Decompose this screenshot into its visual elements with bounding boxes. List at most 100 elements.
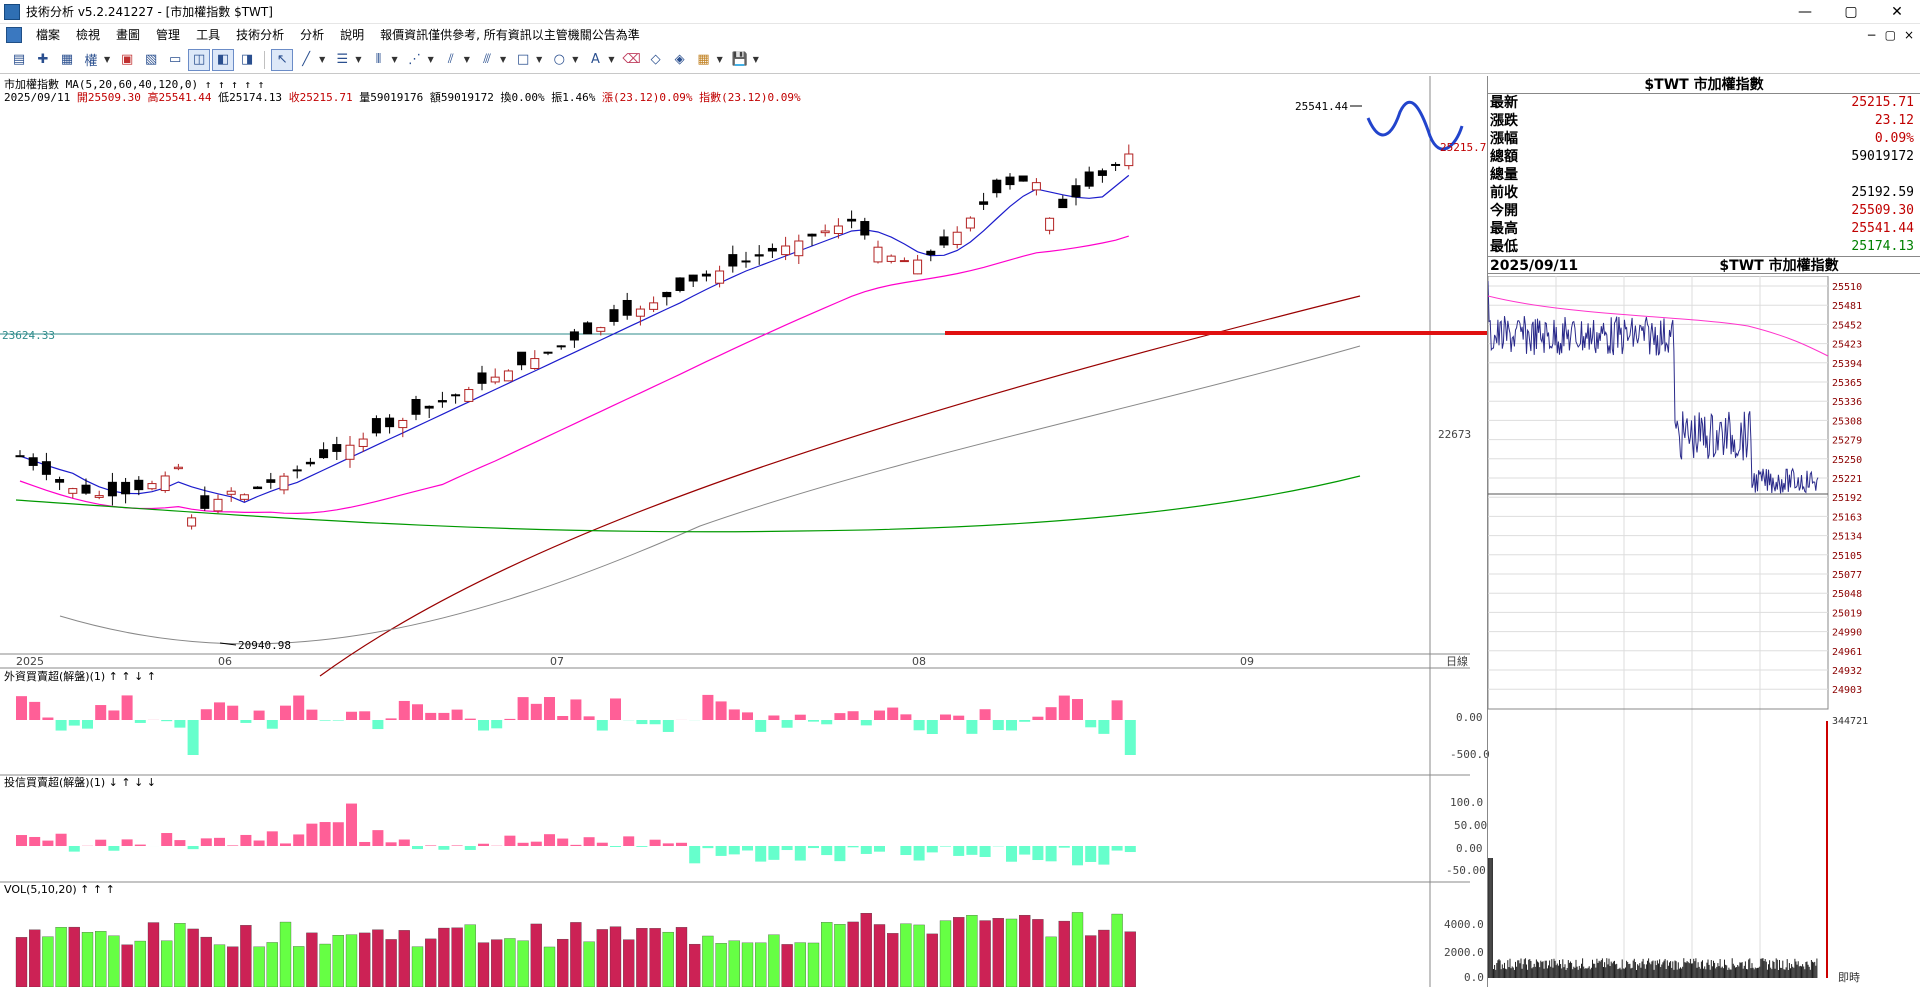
text-tool-icon[interactable]: A (590, 52, 600, 67)
document-icon[interactable] (6, 27, 22, 43)
foreign-bar (900, 714, 912, 720)
trust-bar (953, 846, 965, 856)
volume-bar (1019, 914, 1031, 987)
trust-bar (200, 838, 212, 846)
drawn-blue-curve[interactable] (1366, 100, 1464, 151)
foreign-bar (227, 705, 239, 720)
crosshair-icon[interactable]: ✚ (37, 52, 49, 67)
trust-bar (623, 836, 635, 846)
maximize-button[interactable]: ▢ (1844, 4, 1858, 20)
weight-icon[interactable]: 權 (84, 54, 98, 69)
mdi-minimize-button[interactable]: − (1866, 28, 1877, 42)
menu-file[interactable]: 檔案 (36, 28, 61, 42)
volume-bar (359, 932, 371, 987)
trust-bar (781, 846, 793, 851)
erase-icon[interactable]: ⌫ (622, 52, 641, 67)
intraday-y-tick: 25250 (1832, 455, 1862, 466)
trust-bar (689, 846, 701, 864)
candle-body (266, 479, 276, 483)
menu-tools[interactable]: 工具 (196, 28, 221, 42)
volume-bar (438, 927, 450, 987)
trust-bar (266, 831, 278, 846)
info-low: 低25174.13 (218, 91, 283, 104)
color-icon[interactable]: ▣ (121, 52, 134, 67)
candle-body (1005, 176, 1015, 186)
intraday-x-unit: 即時 (1838, 971, 1860, 984)
info-amount: 額59019172 (429, 91, 494, 104)
menu-manage[interactable]: 管理 (156, 28, 181, 42)
quote-row: 漲幅 0.09% (1488, 130, 1920, 148)
layout-icon[interactable]: ▧ (145, 52, 158, 67)
info-turnover: 換0.00% (500, 91, 545, 104)
save-icon[interactable]: 💾 (731, 52, 748, 67)
chart1-icon[interactable]: ▭ (169, 52, 182, 67)
foreign-bar (266, 720, 278, 729)
close-button[interactable]: ✕ (1891, 4, 1903, 20)
candle-body (239, 494, 249, 500)
minimize-button[interactable]: — (1798, 4, 1812, 20)
window-icon[interactable]: ▤ (12, 52, 26, 67)
volume-bar (1111, 913, 1123, 987)
ellipse-icon[interactable]: ○ (553, 52, 565, 67)
intraday-header: 2025/09/11 $TWT 市加權指數 (1488, 256, 1920, 274)
intraday-chart[interactable]: 25510 25481 25452 25423 25394 25365 25336 25308… (1488, 276, 1920, 986)
volume-bar (253, 946, 265, 987)
period-icon[interactable]: ▦ (60, 52, 74, 67)
chart2-icon[interactable]: ◫ (188, 48, 211, 71)
candle-body (820, 230, 830, 234)
rect-icon[interactable]: □ (516, 52, 530, 67)
volume-bar (213, 944, 226, 987)
volume-bar (1058, 920, 1070, 987)
quote-label: 最新 (1490, 95, 1518, 111)
channel-icon[interactable]: ⫻ (483, 52, 491, 67)
pointer-icon[interactable]: ↖ (271, 48, 294, 71)
volume-bar (319, 943, 331, 987)
mdi-restore-button[interactable]: ▢ (1884, 28, 1896, 42)
line-icon[interactable]: ╱ (302, 52, 311, 67)
intraday-y-tick: 24990 (1832, 628, 1862, 639)
menu-technical[interactable]: 技術分析 (236, 28, 285, 42)
volume-bar (398, 930, 410, 987)
fan-icon[interactable]: ⋰ (408, 52, 422, 67)
foreign-panel-title: 外資買賣超(解盤)(1) ↑ ↑ ↓ ↑ (4, 669, 156, 683)
erase3-icon[interactable]: ◈ (674, 52, 685, 67)
text-icon[interactable]: ☰ (336, 52, 349, 67)
candle-body (160, 475, 170, 492)
foreign-bar (821, 720, 833, 725)
info-open: 開25509.30 (76, 91, 141, 104)
trust-bar (926, 846, 938, 853)
volume-bar (913, 924, 925, 987)
candle-body (543, 351, 553, 354)
trust-bar (412, 846, 423, 850)
ma20-line (19, 235, 1129, 515)
erase2-icon[interactable]: ◇ (650, 52, 661, 67)
candle-body (187, 517, 197, 527)
menu-view[interactable]: 檢視 (76, 28, 101, 42)
trust-bar (610, 846, 621, 847)
fib-icon[interactable]: ⫽ (447, 52, 454, 67)
candle-body (649, 302, 659, 310)
x-axis-unit: 日線 (1446, 654, 1468, 668)
palette-icon[interactable]: ▦ (697, 52, 710, 67)
menu-draw[interactable]: 畫圖 (116, 28, 141, 42)
trust-bar (174, 840, 186, 846)
foreign-bar (979, 709, 991, 720)
menu-analysis[interactable]: 分析 (300, 28, 325, 42)
mdi-close-button[interactable]: × (1903, 28, 1914, 42)
volume-bar (847, 921, 859, 987)
quote-row: 今開 25509.30 (1488, 202, 1920, 220)
trust-bar (1124, 846, 1136, 853)
menu-help[interactable]: 說明 (340, 28, 365, 42)
candle-body (41, 461, 51, 475)
bars-icon[interactable]: ⦀ (375, 52, 382, 67)
menu-bar: 檔案 檢視 畫圖 管理 工具 技術分析 分析 說明 報價資訊僅供參考, 所有資訊… (0, 24, 1920, 46)
close-price-tag: 25215.7 (1440, 141, 1486, 154)
price-chart[interactable]: 23624.33 25541.44 20940.98 22673 25215.7… (0, 76, 1490, 987)
foreign-bar (68, 720, 80, 726)
volume-bar (279, 921, 292, 987)
chart4-icon[interactable]: ◨ (241, 52, 254, 67)
chart3-icon[interactable]: ◧ (212, 48, 235, 71)
trust-bar (940, 846, 951, 847)
candle-body (464, 389, 474, 402)
candle-body (675, 277, 685, 291)
